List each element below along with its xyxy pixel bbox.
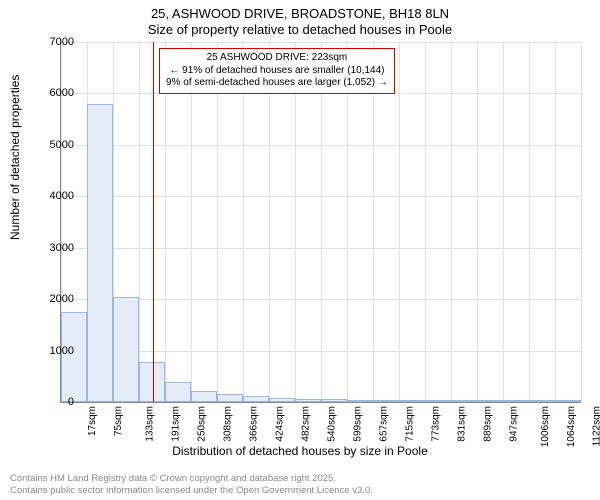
x-axis-label: Distribution of detached houses by size … (0, 444, 600, 458)
x-tick-label: 308sqm (223, 406, 234, 442)
histogram-bar (555, 400, 581, 402)
y-tick-label: 5000 (34, 139, 74, 151)
histogram-bar (165, 382, 191, 402)
histogram-bar (139, 362, 165, 402)
histogram-bar (191, 391, 217, 402)
y-tick-label: 3000 (34, 242, 74, 254)
gridline-v (139, 42, 140, 402)
x-tick-label: 773sqm (431, 406, 442, 442)
y-tick-label: 1000 (34, 345, 74, 357)
gridline-v (295, 42, 296, 402)
gridline-v (217, 42, 218, 402)
x-tick-label: 715sqm (405, 406, 416, 442)
x-tick-label: 250sqm (197, 406, 208, 442)
annotation-line-1: 25 ASHWOOD DRIVE: 223sqm (166, 52, 388, 65)
x-tick-label: 482sqm (301, 406, 312, 442)
gridline-v (269, 42, 270, 402)
x-tick-label: 831sqm (457, 406, 468, 442)
histogram-bar (113, 297, 139, 402)
annotation-box: 25 ASHWOOD DRIVE: 223sqm← 91% of detache… (159, 48, 395, 94)
gridline-v (243, 42, 244, 402)
histogram-bar (529, 400, 555, 402)
footer-attribution: Contains HM Land Registry data © Crown c… (10, 473, 373, 496)
gridline-v (191, 42, 192, 402)
gridline-v (529, 42, 530, 402)
gridline-v (581, 42, 582, 402)
x-tick-label: 17sqm (87, 406, 98, 436)
x-tick-label: 540sqm (327, 406, 338, 442)
x-tick-label: 947sqm (509, 406, 520, 442)
x-tick-label: 424sqm (275, 406, 286, 442)
x-tick-label: 1064sqm (566, 406, 577, 447)
histogram-bar (61, 312, 87, 402)
x-tick-label: 889sqm (483, 406, 494, 442)
histogram-bar (373, 400, 399, 402)
x-tick-label: 1122sqm (591, 406, 600, 446)
histogram-bar (321, 399, 347, 402)
footer-line-2: Contains public sector information licen… (10, 485, 373, 496)
gridline-v (555, 42, 556, 402)
histogram-bar (425, 400, 451, 402)
chart-container: 25, ASHWOOD DRIVE, BROADSTONE, BH18 8LN … (0, 0, 600, 500)
histogram-bar (477, 400, 503, 402)
x-tick-label: 599sqm (353, 406, 364, 442)
histogram-bar (295, 399, 321, 402)
histogram-bar (87, 104, 113, 402)
y-axis-label: Number of detached properties (8, 75, 22, 240)
marker-line (153, 42, 154, 402)
y-tick-label: 4000 (34, 190, 74, 202)
annotation-line-2: ← 91% of detached houses are smaller (10… (166, 65, 388, 78)
gridline-v (425, 42, 426, 402)
y-tick-label: 0 (34, 396, 74, 408)
histogram-bar (399, 400, 425, 402)
x-tick-label: 133sqm (145, 406, 156, 442)
x-tick-label: 1006sqm (540, 406, 551, 447)
histogram-bar (503, 400, 529, 402)
x-tick-label: 657sqm (379, 406, 390, 442)
gridline-v (165, 42, 166, 402)
histogram-bar (243, 396, 269, 402)
gridline-v (373, 42, 374, 402)
y-tick-label: 2000 (34, 293, 74, 305)
title-line-2: Size of property relative to detached ho… (0, 22, 600, 37)
gridline-v (347, 42, 348, 402)
footer-line-1: Contains HM Land Registry data © Crown c… (10, 473, 373, 484)
x-tick-label: 75sqm (113, 406, 124, 436)
histogram-bar (269, 398, 295, 402)
x-tick-label: 366sqm (249, 406, 260, 442)
annotation-line-3: 9% of semi-detached houses are larger (1… (166, 77, 388, 90)
gridline-v (503, 42, 504, 402)
histogram-bar (347, 400, 373, 402)
x-tick-label: 191sqm (171, 406, 182, 442)
plot-area: 25 ASHWOOD DRIVE: 223sqm← 91% of detache… (60, 42, 581, 403)
gridline-v (451, 42, 452, 402)
histogram-bar (217, 394, 243, 402)
gridline-v (321, 42, 322, 402)
gridline-v (399, 42, 400, 402)
y-tick-label: 6000 (34, 87, 74, 99)
title-line-1: 25, ASHWOOD DRIVE, BROADSTONE, BH18 8LN (0, 6, 600, 21)
histogram-bar (451, 400, 477, 402)
y-tick-label: 7000 (34, 36, 74, 48)
gridline-v (477, 42, 478, 402)
